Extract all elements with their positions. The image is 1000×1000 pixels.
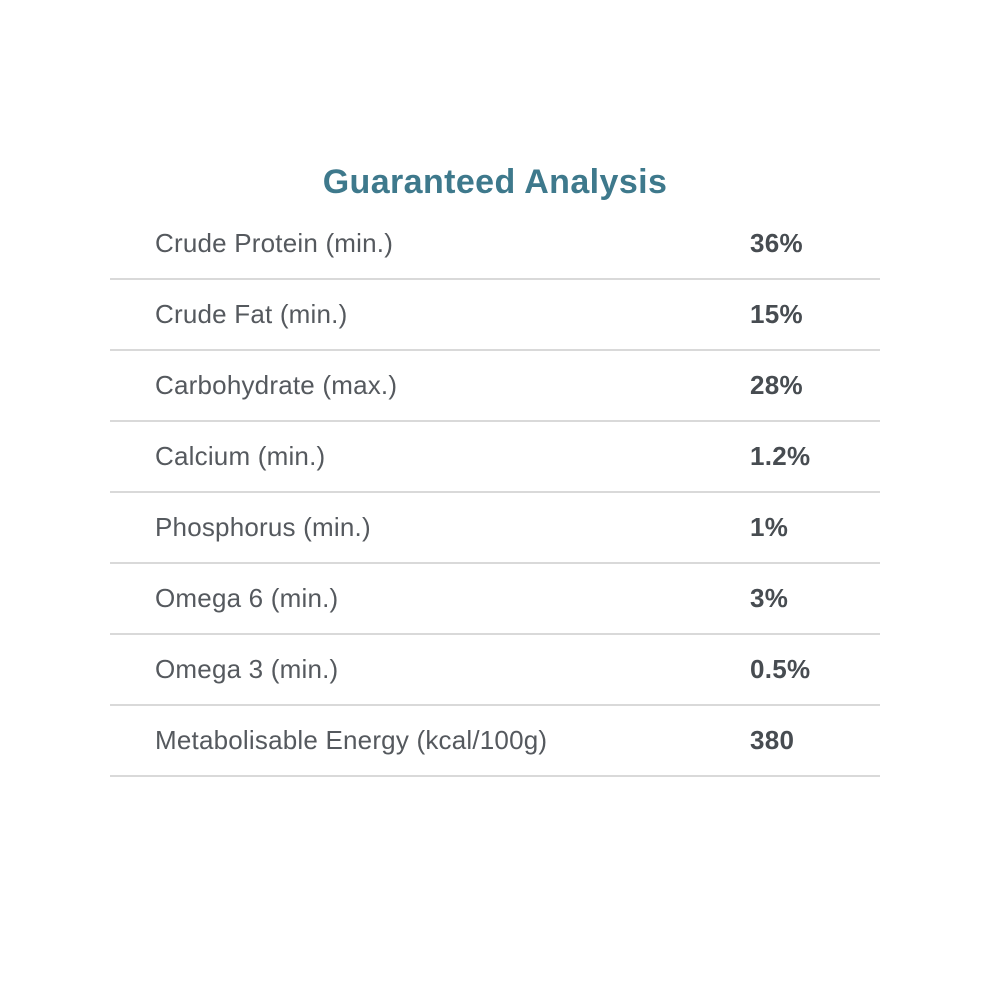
row-value: 1%	[750, 512, 789, 542]
row-value: 1.2%	[750, 441, 811, 471]
row-label: Phosphorus (min.)	[155, 512, 371, 542]
row-label: Omega 3 (min.)	[155, 654, 339, 684]
row-label: Omega 6 (min.)	[155, 583, 339, 613]
row-label: Calcium (min.)	[155, 441, 326, 471]
row-value: 380	[750, 725, 795, 755]
guaranteed-analysis-table: Crude Protein (min.) 36% Crude Fat (min.) 1…	[110, 209, 880, 777]
table-row: Crude Fat (min.) 15%	[110, 280, 880, 351]
table-row: Omega 3 (min.) 0.5%	[110, 635, 880, 706]
row-value: 0.5%	[750, 654, 811, 684]
table-row: Calcium (min.) 1.2%	[110, 422, 880, 493]
page-title: Guaranteed Analysis	[322, 163, 668, 202]
table-row: Carbohydrate (max.) 28%	[110, 351, 880, 422]
row-label: Carbohydrate (max.)	[155, 370, 398, 400]
table-row: Metabolisable Energy (kcal/100g) 380	[110, 706, 880, 777]
table-row: Omega 6 (min.) 3%	[110, 564, 880, 635]
row-label: Metabolisable Energy (kcal/100g)	[155, 725, 548, 755]
row-label: Crude Fat (min.)	[155, 299, 348, 329]
row-label: Crude Protein (min.)	[155, 228, 394, 258]
row-value: 28%	[750, 370, 803, 400]
row-value: 15%	[750, 299, 803, 329]
row-value: 36%	[750, 228, 803, 258]
row-value: 3%	[750, 583, 789, 613]
table-row: Phosphorus (min.) 1%	[110, 493, 880, 564]
table-row: Crude Protein (min.) 36%	[110, 209, 880, 280]
